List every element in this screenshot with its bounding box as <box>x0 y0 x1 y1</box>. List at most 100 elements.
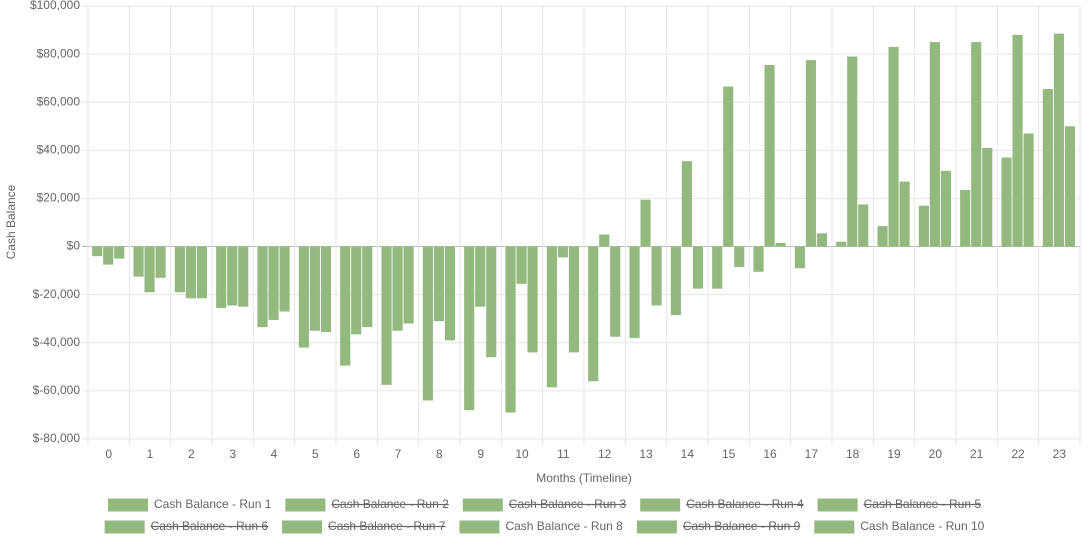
bar <box>320 246 331 332</box>
bar <box>588 246 599 382</box>
y-tick-label: $0 <box>67 239 81 253</box>
bar <box>1012 34 1023 247</box>
legend-swatch <box>640 498 681 512</box>
bar <box>433 246 444 322</box>
bar <box>888 46 899 247</box>
bar <box>723 86 734 247</box>
x-tick-label: 18 <box>846 447 860 461</box>
bar <box>238 246 249 307</box>
legend-label: Cash Balance - Run 9 <box>683 519 801 533</box>
bar <box>681 161 692 247</box>
bar <box>1064 126 1075 247</box>
x-tick-label: 9 <box>477 447 484 461</box>
bar <box>1023 133 1034 247</box>
x-tick-label: 11 <box>557 447 570 461</box>
legend-label: Cash Balance - Run 8 <box>505 519 623 533</box>
y-tick-label: $20,000 <box>37 191 81 205</box>
bar <box>464 246 475 411</box>
x-tick-label: 14 <box>681 447 695 461</box>
legend-swatch <box>817 498 858 512</box>
bar <box>133 246 144 277</box>
x-axis-title: Months (Timeline) <box>536 471 632 485</box>
legend-label: Cash Balance - Run 3 <box>509 497 627 511</box>
bar <box>114 246 125 259</box>
bar <box>155 246 166 278</box>
y-tick-label: $-20,000 <box>33 287 81 301</box>
bar <box>918 205 929 247</box>
bar <box>475 246 486 307</box>
bar <box>268 246 279 320</box>
x-tick-label: 5 <box>312 447 319 461</box>
bar <box>557 246 568 258</box>
x-tick-label: 20 <box>929 447 943 461</box>
x-tick-label: 3 <box>229 447 236 461</box>
bar <box>712 246 723 289</box>
bar <box>516 246 527 284</box>
x-tick-label: 12 <box>598 447 612 461</box>
bar <box>546 246 557 388</box>
legend-label: Cash Balance - Run 1 <box>154 497 272 511</box>
bar <box>929 42 940 247</box>
bar <box>753 246 764 272</box>
legend-label: Cash Balance - Run 4 <box>686 497 804 511</box>
bar <box>340 246 351 366</box>
bar <box>403 246 414 324</box>
bar <box>444 246 455 341</box>
bar <box>1042 88 1053 247</box>
x-tick-label: 21 <box>970 447 984 461</box>
bar <box>847 56 858 247</box>
bar <box>174 246 185 293</box>
y-tick-label: $-60,000 <box>33 383 81 397</box>
bar <box>764 64 775 247</box>
bar <box>381 246 392 385</box>
bar <box>257 246 268 328</box>
y-tick-label: $-40,000 <box>33 335 81 349</box>
bar <box>692 246 703 289</box>
bar <box>362 246 373 328</box>
bar <box>794 246 805 269</box>
bar <box>877 226 888 247</box>
bar <box>734 246 745 268</box>
bar <box>351 246 362 335</box>
bar <box>858 204 869 247</box>
bar <box>227 246 238 306</box>
y-tick-label: $40,000 <box>37 143 81 157</box>
legend-swatch <box>107 498 148 512</box>
x-tick-label: 8 <box>436 447 443 461</box>
bar <box>196 246 207 299</box>
x-tick-label: 19 <box>887 447 901 461</box>
bar <box>805 60 816 247</box>
bar <box>960 190 971 247</box>
x-tick-label: 16 <box>763 447 777 461</box>
legend-label: Cash Balance - Run 5 <box>864 497 982 511</box>
bar <box>1001 157 1012 247</box>
legend-label: Cash Balance - Run 10 <box>860 519 984 533</box>
bar <box>298 246 309 348</box>
y-tick-label: $80,000 <box>37 46 81 60</box>
x-tick-label: 6 <box>353 447 360 461</box>
x-tick-label: 15 <box>722 447 736 461</box>
bar <box>1053 33 1064 247</box>
x-tick-label: 1 <box>147 447 154 461</box>
bar <box>629 246 640 338</box>
bar <box>599 234 610 247</box>
legend-swatch <box>104 520 145 534</box>
bar <box>103 246 114 265</box>
bar <box>279 246 290 312</box>
x-tick-label: 7 <box>395 447 402 461</box>
bar <box>392 246 403 331</box>
legend-label: Cash Balance - Run 7 <box>328 519 446 533</box>
y-tick-label: $-80,000 <box>33 431 81 445</box>
x-tick-label: 2 <box>188 447 195 461</box>
y-tick-label: $100,000 <box>30 0 80 12</box>
bar <box>422 246 433 401</box>
legend-label: Cash Balance - Run 6 <box>151 519 269 533</box>
legend-swatch <box>459 520 500 534</box>
x-tick-label: 23 <box>1053 447 1067 461</box>
bar <box>185 246 196 299</box>
bar <box>610 246 621 337</box>
legend-swatch <box>462 498 503 512</box>
bar <box>971 42 982 247</box>
